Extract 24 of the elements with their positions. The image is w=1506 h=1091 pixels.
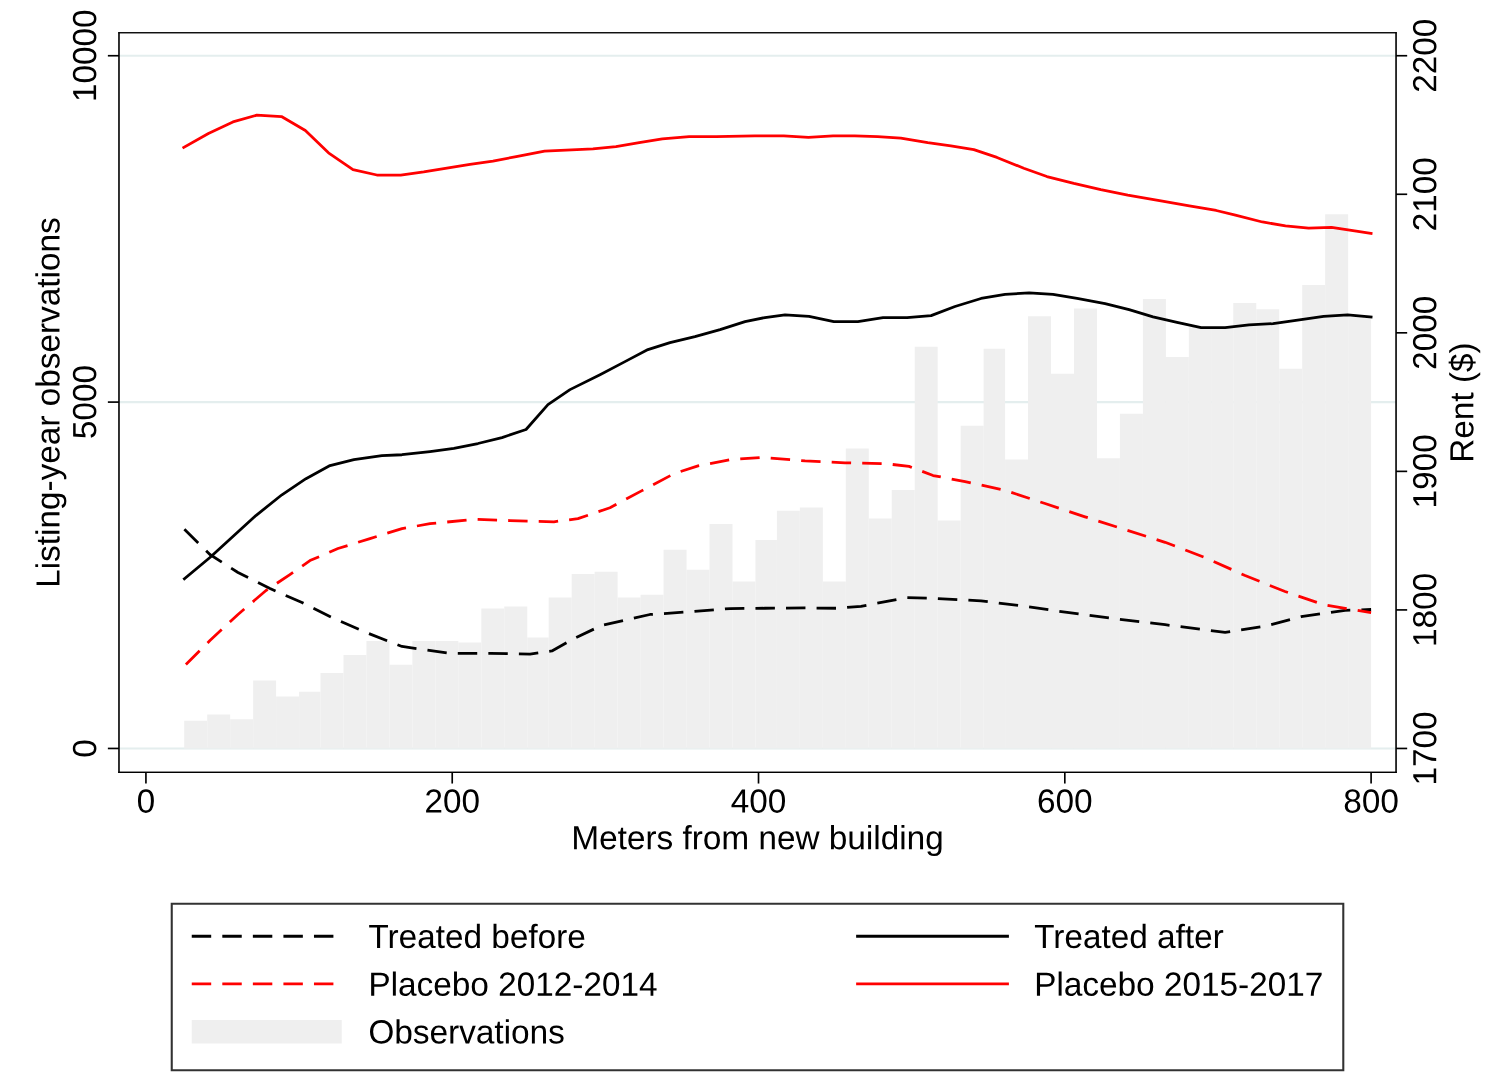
- y-tick-label: 0: [72, 740, 97, 757]
- x-axis-title: Meters from new building: [574, 825, 942, 857]
- x-tick-label: 600: [1038, 789, 1092, 813]
- legend-label: Placebo 2015-2017: [1036, 971, 1322, 996]
- y-tick-label: 5000: [72, 366, 97, 438]
- legend-label: Observations: [369, 1019, 564, 1044]
- x-tick-label: 800: [1344, 789, 1398, 813]
- y2-tick-label: 2200: [1412, 19, 1437, 92]
- y-tick-label: 10000: [72, 10, 97, 100]
- x-tick-label: 200: [426, 789, 479, 813]
- legend-label: Treated before: [369, 923, 585, 949]
- legend-label: Placebo 2012-2014: [371, 971, 657, 996]
- y2-axis-title: Rent ($): [1448, 344, 1481, 461]
- line-series: [182, 113, 1373, 235]
- y2-tick-label: 1700: [1412, 712, 1437, 783]
- line-series: [184, 455, 1373, 666]
- y2-tick-label: 2100: [1412, 158, 1437, 230]
- x-tick-label: 0: [137, 789, 154, 813]
- legend-label: Treated after: [1034, 923, 1224, 949]
- y2-tick-label: 1900: [1412, 435, 1437, 506]
- x-tick-label: 400: [731, 789, 786, 813]
- y-axis-title: Listing-year observations: [35, 218, 67, 586]
- y2-tick-label: 2000: [1412, 297, 1437, 369]
- y2-tick-label: 1800: [1412, 574, 1437, 645]
